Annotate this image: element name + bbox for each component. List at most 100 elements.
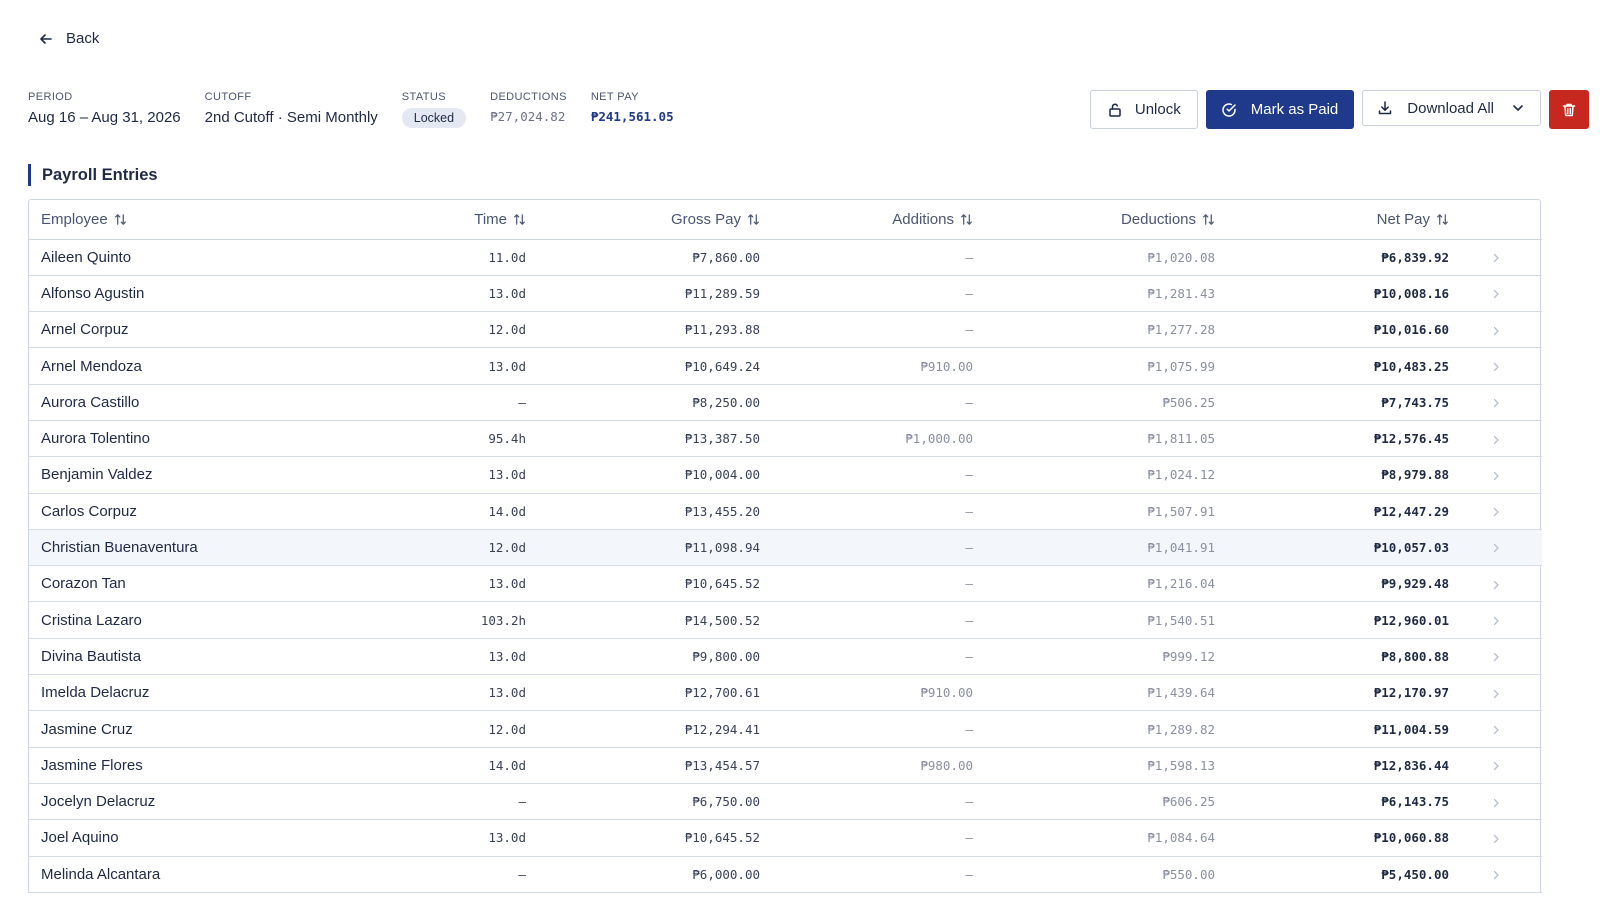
time-value: 95.4h bbox=[272, 420, 526, 458]
additions-value: – bbox=[760, 493, 973, 530]
net-pay-value: ₱7,743.75 bbox=[1215, 384, 1449, 421]
chevron-right-icon[interactable] bbox=[1449, 384, 1542, 421]
table-row[interactable]: Jasmine Flores 14.0d ₱13,454.57 ₱980.00 ₱1,5… bbox=[29, 747, 1542, 784]
net-pay-value: ₱11,004.59 bbox=[1215, 710, 1449, 748]
column-header-deductions[interactable]: Deductions bbox=[973, 200, 1215, 240]
chevron-right-icon[interactable] bbox=[1449, 747, 1542, 784]
table-row[interactable]: Melinda Alcantara – ₱6,000.00– ₱550.00 ₱5,45… bbox=[29, 856, 1542, 893]
net-pay-value: ₱10,057.03 bbox=[1215, 529, 1449, 567]
deductions-value: ₱1,020.08 bbox=[973, 239, 1215, 276]
time-value: 14.0d bbox=[272, 493, 526, 530]
column-header-net-pay[interactable]: Net Pay bbox=[1215, 200, 1449, 240]
table-row[interactable]: Aurora Tolentino 95.4h ₱13,387.50 ₱1,000.00… bbox=[29, 420, 1542, 458]
column-header-time[interactable]: Time bbox=[272, 200, 526, 240]
back-label: Back bbox=[66, 30, 100, 47]
chevron-right-icon[interactable] bbox=[1449, 819, 1542, 857]
chevron-right-icon[interactable] bbox=[1449, 239, 1542, 276]
column-header-employee[interactable]: Employee bbox=[29, 200, 272, 240]
payroll-entries-table: Employee Time Gross Pay Additions Deductions… bbox=[28, 199, 1542, 893]
time-value: 12.0d bbox=[272, 311, 526, 349]
time-value: 13.0d bbox=[272, 819, 526, 857]
chevron-right-icon[interactable] bbox=[1449, 311, 1542, 349]
additions-value: – bbox=[760, 638, 973, 676]
time-value: – bbox=[272, 384, 526, 421]
table-row[interactable]: Cristina Lazaro 103.2h ₱14,500.52– ₱1,540.5… bbox=[29, 601, 1542, 639]
additions-value: – bbox=[760, 710, 973, 748]
gross-pay-value: ₱7,860.00 bbox=[526, 239, 760, 276]
chevron-right-icon[interactable] bbox=[1449, 456, 1542, 494]
chevron-right-icon[interactable] bbox=[1449, 856, 1542, 893]
employee-name: Arnel Corpuz bbox=[29, 311, 272, 349]
chevron-right-icon[interactable] bbox=[1449, 783, 1542, 821]
chevron-right-icon[interactable] bbox=[1449, 565, 1542, 603]
table-row[interactable]: Aileen Quinto 11.0d ₱7,860.00– ₱1,020.08 ₱6,… bbox=[29, 239, 1542, 276]
table-row[interactable]: Benjamin Valdez 13.0d ₱10,004.00– ₱1,024.12… bbox=[29, 456, 1542, 494]
delete-button[interactable] bbox=[1549, 90, 1589, 129]
net-pay-value: ₱12,960.01 bbox=[1215, 601, 1449, 639]
column-header-label: Net Pay bbox=[1376, 210, 1430, 228]
table-row[interactable]: Arnel Mendoza 13.0d ₱10,649.24 ₱910.00 ₱1,07… bbox=[29, 347, 1542, 385]
additions-value: – bbox=[760, 456, 973, 494]
cutoff-label: CUTOFF bbox=[204, 91, 252, 103]
chevron-right-icon[interactable] bbox=[1449, 347, 1542, 385]
deductions-value: ₱550.00 bbox=[973, 856, 1215, 893]
additions-value: – bbox=[760, 239, 973, 276]
action-toolbar: Unlock Mark as Paid Download All bbox=[1089, 90, 1589, 129]
column-header-gross-pay[interactable]: Gross Pay bbox=[526, 200, 760, 240]
time-value: 13.0d bbox=[272, 674, 526, 712]
table-row[interactable]: Corazon Tan 13.0d ₱10,645.52– ₱1,216.04 ₱9,9… bbox=[29, 565, 1542, 603]
period-field: PERIOD Aug 16 – Aug 31, 2026 bbox=[28, 91, 181, 128]
net-pay-value: ₱10,008.16 bbox=[1215, 275, 1449, 313]
net-pay-value: ₱12,576.45 bbox=[1215, 420, 1449, 458]
employee-name: Carlos Corpuz bbox=[29, 493, 272, 530]
status-label: STATUS bbox=[401, 91, 446, 103]
table-row[interactable]: Jasmine Cruz 12.0d ₱12,294.41– ₱1,289.82 ₱11… bbox=[29, 710, 1542, 748]
additions-value: – bbox=[760, 565, 973, 603]
employee-name: Jasmine Cruz bbox=[29, 710, 272, 748]
deductions-value: ₱1,041.91 bbox=[973, 529, 1215, 567]
table-row[interactable]: Christian Buenaventura 12.0d ₱11,098.94– ₱1… bbox=[29, 529, 1542, 567]
chevron-right-icon[interactable] bbox=[1449, 638, 1542, 676]
chevron-right-icon[interactable] bbox=[1449, 710, 1542, 748]
additions-value: ₱910.00 bbox=[760, 347, 973, 385]
table-row[interactable]: Alfonso Agustin 13.0d ₱11,289.59– ₱1,281.43… bbox=[29, 275, 1542, 313]
table-row[interactable]: Aurora Castillo – ₱8,250.00– ₱506.25 ₱7,743.… bbox=[29, 384, 1542, 421]
back-button[interactable]: Back bbox=[38, 30, 99, 47]
additions-value: – bbox=[760, 275, 973, 313]
time-value: 103.2h bbox=[272, 601, 526, 639]
chevron-right-icon[interactable] bbox=[1449, 420, 1542, 458]
employee-name: Jasmine Flores bbox=[29, 747, 272, 784]
table-row[interactable]: Joel Aquino 13.0d ₱10,645.52– ₱1,084.64 ₱10,… bbox=[29, 819, 1542, 857]
column-header-additions[interactable]: Additions bbox=[760, 200, 973, 240]
download-all-button[interactable]: Download All bbox=[1362, 90, 1541, 126]
additions-value: – bbox=[760, 819, 973, 857]
employee-name: Benjamin Valdez bbox=[29, 456, 272, 494]
arrow-left-icon bbox=[40, 33, 52, 44]
net-pay-value: ₱10,483.25 bbox=[1215, 347, 1449, 385]
deductions-value: ₱1,024.12 bbox=[973, 456, 1215, 494]
chevron-right-icon[interactable] bbox=[1449, 493, 1542, 530]
table-row[interactable]: Divina Bautista 13.0d ₱9,800.00– ₱999.12 ₱8,… bbox=[29, 638, 1542, 676]
chevron-right-icon[interactable] bbox=[1449, 275, 1542, 313]
net-pay-value: ₱5,450.00 bbox=[1215, 856, 1449, 893]
time-value: 13.0d bbox=[272, 347, 526, 385]
deductions-value: ₱1,084.64 bbox=[973, 819, 1215, 857]
unlock-button[interactable]: Unlock bbox=[1089, 90, 1198, 129]
gross-pay-value: ₱11,289.59 bbox=[526, 275, 760, 313]
column-header-label: Employee bbox=[41, 210, 108, 228]
time-value: 12.0d bbox=[272, 529, 526, 567]
table-row[interactable]: Jocelyn Delacruz – ₱6,750.00– ₱606.25 ₱6,143… bbox=[29, 783, 1542, 821]
net-pay-value: ₱8,800.88 bbox=[1215, 638, 1449, 676]
chevron-right-icon[interactable] bbox=[1449, 674, 1542, 712]
chevron-right-icon[interactable] bbox=[1449, 601, 1542, 639]
additions-value: ₱1,000.00 bbox=[760, 420, 973, 458]
payroll-summary: PERIOD Aug 16 – Aug 31, 2026 CUTOFF 2nd … bbox=[28, 91, 698, 128]
table-row[interactable]: Carlos Corpuz 14.0d ₱13,455.20– ₱1,507.91 ₱1… bbox=[29, 493, 1542, 530]
gross-pay-value: ₱12,294.41 bbox=[526, 710, 760, 748]
table-row[interactable]: Imelda Delacruz 13.0d ₱12,700.61 ₱910.00 ₱1,… bbox=[29, 674, 1542, 712]
chevron-right-icon[interactable] bbox=[1449, 529, 1542, 567]
deductions-label: DEDUCTIONS bbox=[490, 91, 567, 103]
table-row[interactable]: Arnel Corpuz 12.0d ₱11,293.88– ₱1,277.28 ₱10… bbox=[29, 311, 1542, 349]
time-value: 11.0d bbox=[272, 239, 526, 276]
mark-as-paid-button[interactable]: Mark as Paid bbox=[1205, 90, 1355, 129]
